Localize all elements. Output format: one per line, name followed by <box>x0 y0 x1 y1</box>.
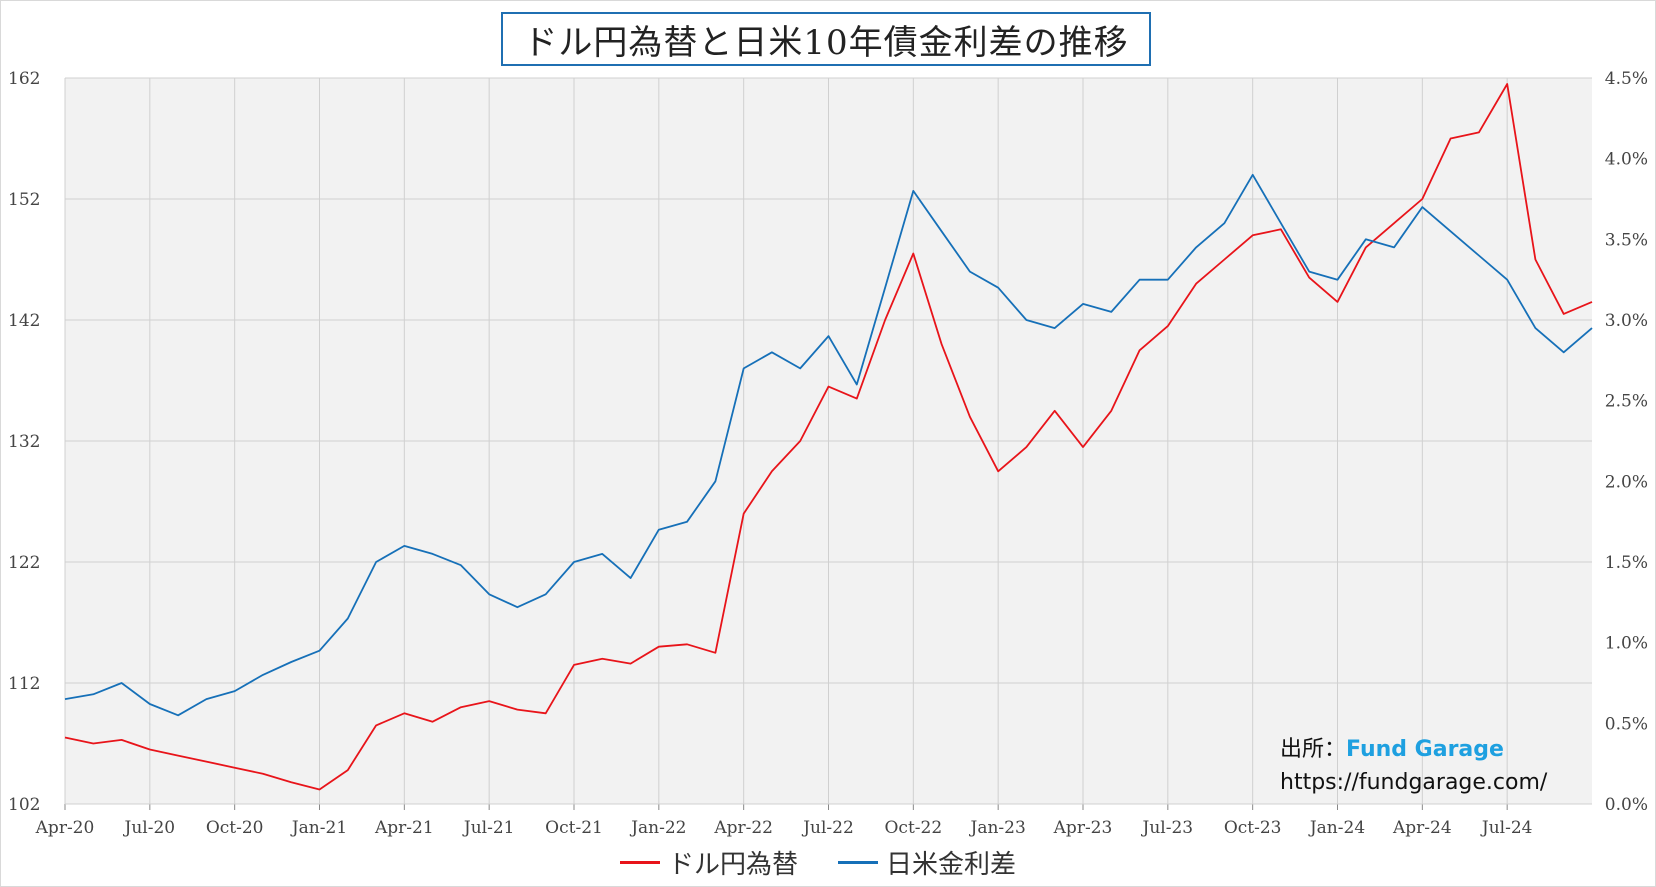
x-tick-label: Apr-24 <box>1392 818 1452 838</box>
left-axis-labels: 102 112 122 132 142 152 162 <box>8 69 40 815</box>
source-url: https://fundgarage.com/ <box>1280 770 1548 795</box>
right-tick-label: 0.0% <box>1605 795 1648 815</box>
right-tick-label: 4.0% <box>1605 150 1648 170</box>
x-tick-label: Jul-24 <box>1480 818 1533 838</box>
usdjpy-line <box>64 83 1593 791</box>
left-tick-label: 152 <box>8 190 40 210</box>
x-tick-label: Jul-21 <box>462 818 515 838</box>
x-tick-label: Jan-22 <box>629 818 686 838</box>
rate-spread-line <box>64 173 1593 717</box>
x-tick-label: Jan-21 <box>290 818 347 838</box>
x-tick-label: Jul-20 <box>123 818 176 838</box>
right-tick-label: 1.0% <box>1605 634 1648 654</box>
source-brand: Fund Garage <box>1346 737 1504 762</box>
right-tick-label: 3.5% <box>1605 230 1648 250</box>
right-axis-labels: 0.0% 0.5% 1.0% 1.5% 2.0% 2.5% 3.0% 3.5% 4.0% 4.5% <box>1605 69 1648 815</box>
left-tick-label: 102 <box>8 795 40 815</box>
horizontal-gridlines <box>65 77 1592 805</box>
x-tick-label: Jul-22 <box>801 818 854 838</box>
x-tick-label: Jan-23 <box>969 818 1026 838</box>
legend-label-usdjpy: ドル円為替 <box>668 850 799 880</box>
source-note: 出所：Fund Garage https://fundgarage.com/ <box>1280 733 1547 799</box>
right-tick-label: 2.0% <box>1605 472 1648 492</box>
series-lines <box>64 83 1593 791</box>
left-tick-label: 132 <box>8 432 40 452</box>
x-tick-label: Apr-23 <box>1053 818 1113 838</box>
x-tick-label: Oct-20 <box>206 818 264 838</box>
legend: ドル円為替 日米金利差 <box>620 844 1016 881</box>
x-axis-labels: Apr-20 Jul-20 Oct-20 Jan-21 Apr-21 Jul-21 Oct-… <box>35 818 1533 838</box>
legend-swatch-red <box>620 861 660 864</box>
right-tick-label: 1.5% <box>1605 553 1648 573</box>
left-tick-label: 142 <box>8 311 40 331</box>
x-tick-label: Apr-21 <box>374 818 434 838</box>
left-tick-label: 112 <box>8 674 40 694</box>
legend-item-usdjpy: ドル円為替 <box>620 844 798 881</box>
x-tick-label: Oct-23 <box>1224 818 1282 838</box>
legend-swatch-blue <box>838 861 879 864</box>
legend-label-spread: 日米金利差 <box>886 850 1017 880</box>
x-tick-label: Jul-23 <box>1141 818 1194 838</box>
legend-item-spread: 日米金利差 <box>838 844 1016 881</box>
right-tick-label: 4.5% <box>1605 69 1648 89</box>
x-tick-label: Oct-21 <box>545 818 603 838</box>
left-tick-label: 122 <box>8 553 40 573</box>
source-label: 出所： <box>1280 737 1347 762</box>
chart-title: ドル円為替と日米10年債金利差の推移 <box>501 12 1151 66</box>
x-tick-label: Jan-24 <box>1308 818 1365 838</box>
right-tick-label: 0.5% <box>1605 714 1648 734</box>
left-tick-label: 162 <box>8 69 40 89</box>
x-tick-label: Apr-22 <box>713 818 773 838</box>
right-tick-label: 3.0% <box>1605 311 1648 331</box>
right-tick-label: 2.5% <box>1605 392 1648 412</box>
x-tick-label: Apr-20 <box>35 818 95 838</box>
x-tick-label: Oct-22 <box>884 818 942 838</box>
